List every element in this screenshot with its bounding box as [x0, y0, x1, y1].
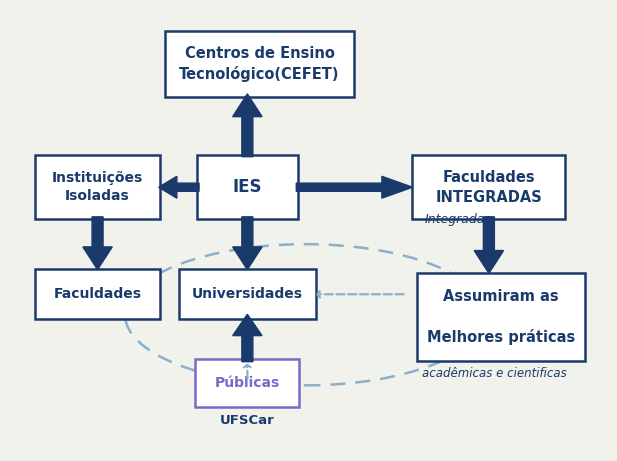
Text: Públicas: Públicas	[215, 376, 280, 390]
Text: IES: IES	[233, 178, 262, 196]
Text: Instituições
Isoladas: Instituições Isoladas	[52, 171, 143, 203]
FancyBboxPatch shape	[196, 359, 299, 407]
FancyBboxPatch shape	[412, 155, 565, 219]
Text: Assumiram as

Melhores práticas: Assumiram as Melhores práticas	[427, 289, 575, 345]
FancyArrow shape	[233, 94, 262, 157]
Text: acadêmicas e cientificas: acadêmicas e cientificas	[421, 366, 566, 379]
FancyBboxPatch shape	[35, 269, 160, 319]
FancyBboxPatch shape	[35, 155, 160, 219]
FancyBboxPatch shape	[197, 155, 298, 219]
FancyArrow shape	[474, 217, 503, 273]
Text: Integradas: Integradas	[424, 213, 492, 225]
FancyArrow shape	[233, 217, 262, 270]
FancyArrow shape	[83, 217, 112, 270]
FancyBboxPatch shape	[178, 269, 316, 319]
FancyBboxPatch shape	[165, 31, 354, 97]
FancyArrow shape	[233, 314, 262, 362]
Text: Universidades: Universidades	[192, 287, 303, 301]
Text: Centros de Ensino
Tecnológico(CEFET): Centros de Ensino Tecnológico(CEFET)	[180, 46, 340, 83]
Text: Faculdades
INTEGRADAS: Faculdades INTEGRADAS	[436, 170, 542, 205]
FancyBboxPatch shape	[417, 272, 585, 361]
Text: Faculdades: Faculdades	[54, 287, 141, 301]
FancyArrow shape	[159, 176, 199, 198]
Text: UFSCar: UFSCar	[220, 414, 275, 427]
FancyArrow shape	[296, 176, 412, 198]
